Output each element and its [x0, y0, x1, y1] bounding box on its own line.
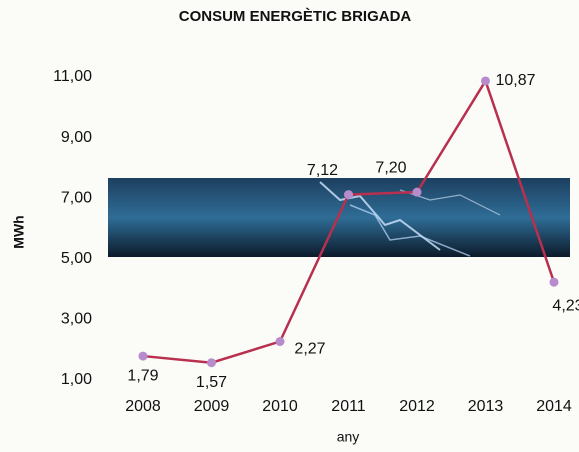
marker [412, 187, 422, 197]
value-label: 7,12 [307, 162, 338, 179]
x-tick-label: 2010 [262, 398, 298, 415]
value-label: 10,87 [495, 72, 535, 89]
marker [275, 337, 285, 347]
value-label: 1,57 [196, 374, 227, 391]
y-tick-label: 7,00 [61, 189, 92, 206]
marker [138, 351, 148, 361]
marker [549, 277, 559, 287]
x-tick-label: 2012 [399, 398, 435, 415]
marker [207, 358, 216, 368]
marker [344, 190, 353, 200]
y-tick-label: 3,00 [61, 311, 92, 328]
y-tick-label: 5,00 [61, 250, 92, 267]
y-tick-label: 11,00 [53, 68, 92, 85]
chart-title: CONSUM ENERGÈTIC BRIGADA [179, 8, 412, 25]
x-tick-label: 2008 [125, 398, 161, 415]
value-label: 4,23 [552, 297, 579, 314]
x-tick-label: 2009 [194, 398, 230, 415]
x-tick-label: 2013 [468, 398, 504, 415]
marker [481, 76, 490, 86]
y-axis-label: MWh [11, 215, 27, 248]
value-label: 1,79 [127, 367, 158, 384]
x-tick-label: 2014 [536, 398, 572, 415]
y-tick-label: 9,00 [61, 129, 92, 146]
value-label: 2,27 [294, 341, 325, 358]
y-tick-label: 1,00 [61, 371, 92, 388]
value-label: 7,20 [375, 159, 406, 176]
x-axis-label: any [337, 429, 360, 445]
x-tick-label: 2011 [331, 398, 366, 415]
